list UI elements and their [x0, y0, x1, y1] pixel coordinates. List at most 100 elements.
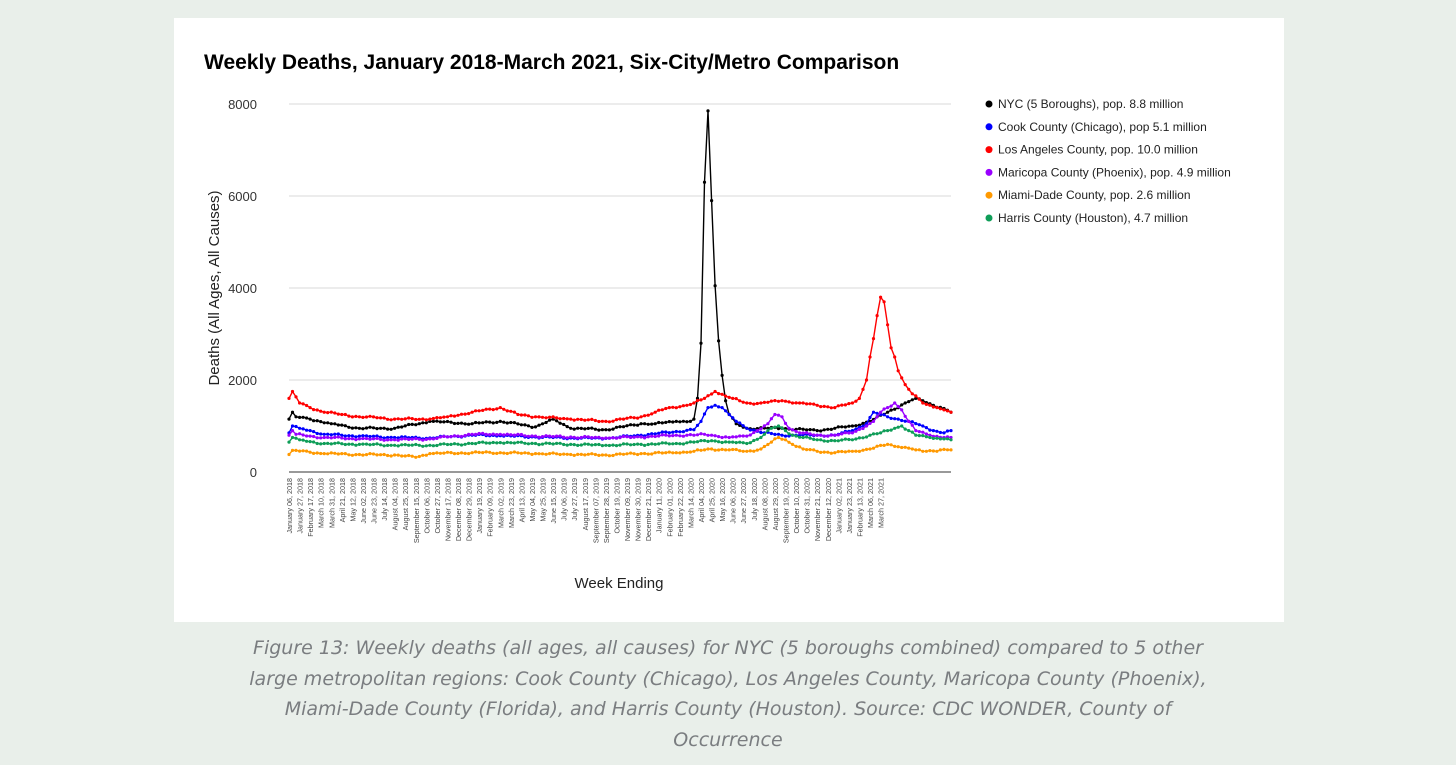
data-point — [375, 427, 379, 431]
data-point — [871, 337, 876, 341]
data-point — [467, 422, 471, 426]
data-point — [298, 449, 302, 453]
data-point — [572, 435, 576, 439]
data-point — [287, 433, 291, 437]
data-point — [459, 421, 464, 425]
data-point — [396, 417, 400, 421]
data-point — [442, 451, 446, 455]
data-point — [819, 450, 823, 454]
data-point — [854, 399, 858, 403]
data-point — [808, 448, 812, 452]
data-point — [477, 440, 481, 445]
data-point — [621, 434, 626, 439]
data-point — [467, 441, 471, 445]
data-point — [759, 447, 763, 451]
data-point — [526, 414, 530, 418]
data-point — [347, 434, 351, 438]
data-point — [537, 415, 541, 419]
data-point — [530, 452, 534, 456]
data-point — [562, 452, 566, 456]
data-point — [935, 436, 939, 440]
data-point — [794, 444, 798, 448]
data-point — [505, 440, 509, 444]
data-point — [671, 451, 675, 455]
data-point — [819, 405, 823, 409]
data-point — [671, 442, 675, 446]
data-point — [364, 442, 369, 446]
data-point — [893, 444, 897, 448]
data-point — [752, 402, 756, 406]
data-point — [745, 449, 749, 453]
data-point — [660, 421, 664, 425]
data-point — [657, 408, 661, 412]
data-point — [431, 416, 435, 421]
data-point — [354, 426, 358, 430]
data-point — [350, 437, 354, 441]
data-point — [495, 420, 499, 424]
x-tick-label: May 16, 2020 — [718, 478, 727, 522]
data-point — [579, 417, 583, 422]
data-point — [657, 442, 661, 446]
data-point — [590, 436, 594, 440]
data-point — [938, 437, 943, 441]
weekly-deaths-chart: Weekly Deaths, January 2018-March 2021, … — [204, 51, 1231, 592]
y-tick-label: 4000 — [228, 281, 257, 296]
data-point — [537, 443, 541, 447]
data-point — [910, 392, 914, 396]
data-point — [537, 435, 541, 439]
data-point — [857, 436, 862, 440]
data-point — [315, 451, 319, 455]
data-point — [639, 442, 643, 446]
data-point — [773, 437, 777, 441]
data-point — [850, 424, 855, 428]
data-point — [745, 401, 749, 405]
data-point — [445, 419, 450, 424]
data-point — [798, 427, 802, 431]
data-point — [308, 450, 312, 454]
data-point — [928, 435, 932, 440]
data-point — [702, 432, 707, 436]
data-point — [329, 410, 333, 414]
data-point — [452, 434, 457, 438]
data-point — [604, 419, 608, 423]
data-point — [826, 439, 830, 443]
data-point — [290, 448, 295, 452]
data-point — [456, 434, 460, 438]
data-point — [643, 414, 647, 418]
data-point — [717, 448, 721, 452]
data-point — [530, 434, 534, 438]
data-point — [428, 443, 432, 447]
data-point — [618, 452, 622, 456]
data-point — [868, 421, 872, 425]
data-point — [474, 409, 478, 413]
data-point — [474, 450, 478, 454]
data-point — [755, 429, 759, 433]
data-point — [759, 435, 763, 440]
x-tick-label: June 23, 2018 — [370, 478, 379, 524]
data-point — [879, 443, 883, 447]
data-point — [463, 451, 467, 455]
data-point — [607, 420, 611, 424]
data-point — [407, 422, 411, 427]
data-point — [347, 425, 351, 429]
data-point — [875, 415, 879, 419]
data-point — [322, 435, 326, 440]
data-point — [667, 450, 671, 454]
data-point — [294, 415, 298, 419]
x-tick-label: February 17, 2018 — [306, 478, 315, 537]
data-point — [424, 444, 428, 448]
data-point — [600, 436, 604, 440]
data-point — [431, 419, 435, 423]
data-point — [604, 428, 608, 432]
x-tick-label: April 13, 2019 — [517, 478, 526, 522]
data-point — [428, 437, 432, 441]
data-point — [685, 433, 689, 437]
data-point — [336, 452, 340, 456]
data-point — [361, 434, 365, 438]
data-point — [776, 424, 781, 428]
data-point — [389, 438, 393, 442]
data-point — [724, 394, 728, 398]
data-point — [607, 454, 611, 458]
data-point — [403, 454, 407, 458]
data-point — [386, 417, 390, 421]
